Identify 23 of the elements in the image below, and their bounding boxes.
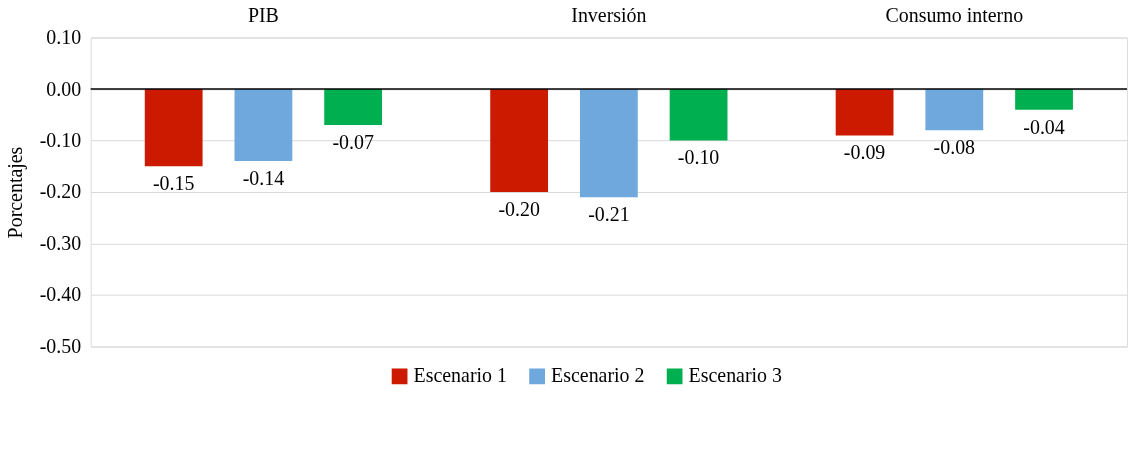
y-tick-label: -0.20 xyxy=(39,180,82,203)
x-tick-label: PIB xyxy=(247,4,279,27)
data-label: -0.09 xyxy=(843,141,886,164)
x-tick-label: Consumo interno xyxy=(885,4,1024,27)
data-label: -0.21 xyxy=(588,203,630,226)
x-tick-label: Inversión xyxy=(571,4,647,27)
y-tick-label: -0.30 xyxy=(39,231,82,254)
data-label: -0.20 xyxy=(498,197,540,220)
y-tick-label: -0.10 xyxy=(39,129,82,152)
data-label: -0.10 xyxy=(677,146,720,169)
legend-label: Escenario 2 xyxy=(551,364,645,387)
data-label: -0.08 xyxy=(933,136,976,159)
y-tick-label: 0.00 xyxy=(46,77,82,100)
y-tick-label: -0.50 xyxy=(39,334,82,357)
y-axis-title: Porcentajes xyxy=(3,146,27,239)
data-label: -0.04 xyxy=(1023,115,1065,138)
y-tick-label: 0.10 xyxy=(46,26,82,49)
data-label: -0.07 xyxy=(332,131,374,153)
data-label: -0.14 xyxy=(242,167,285,190)
legend-label: Escenario 3 xyxy=(688,364,783,387)
data-label: -0.15 xyxy=(152,172,195,195)
legend-label: Escenario 1 xyxy=(413,364,507,387)
y-tick-label: -0.40 xyxy=(39,283,82,306)
